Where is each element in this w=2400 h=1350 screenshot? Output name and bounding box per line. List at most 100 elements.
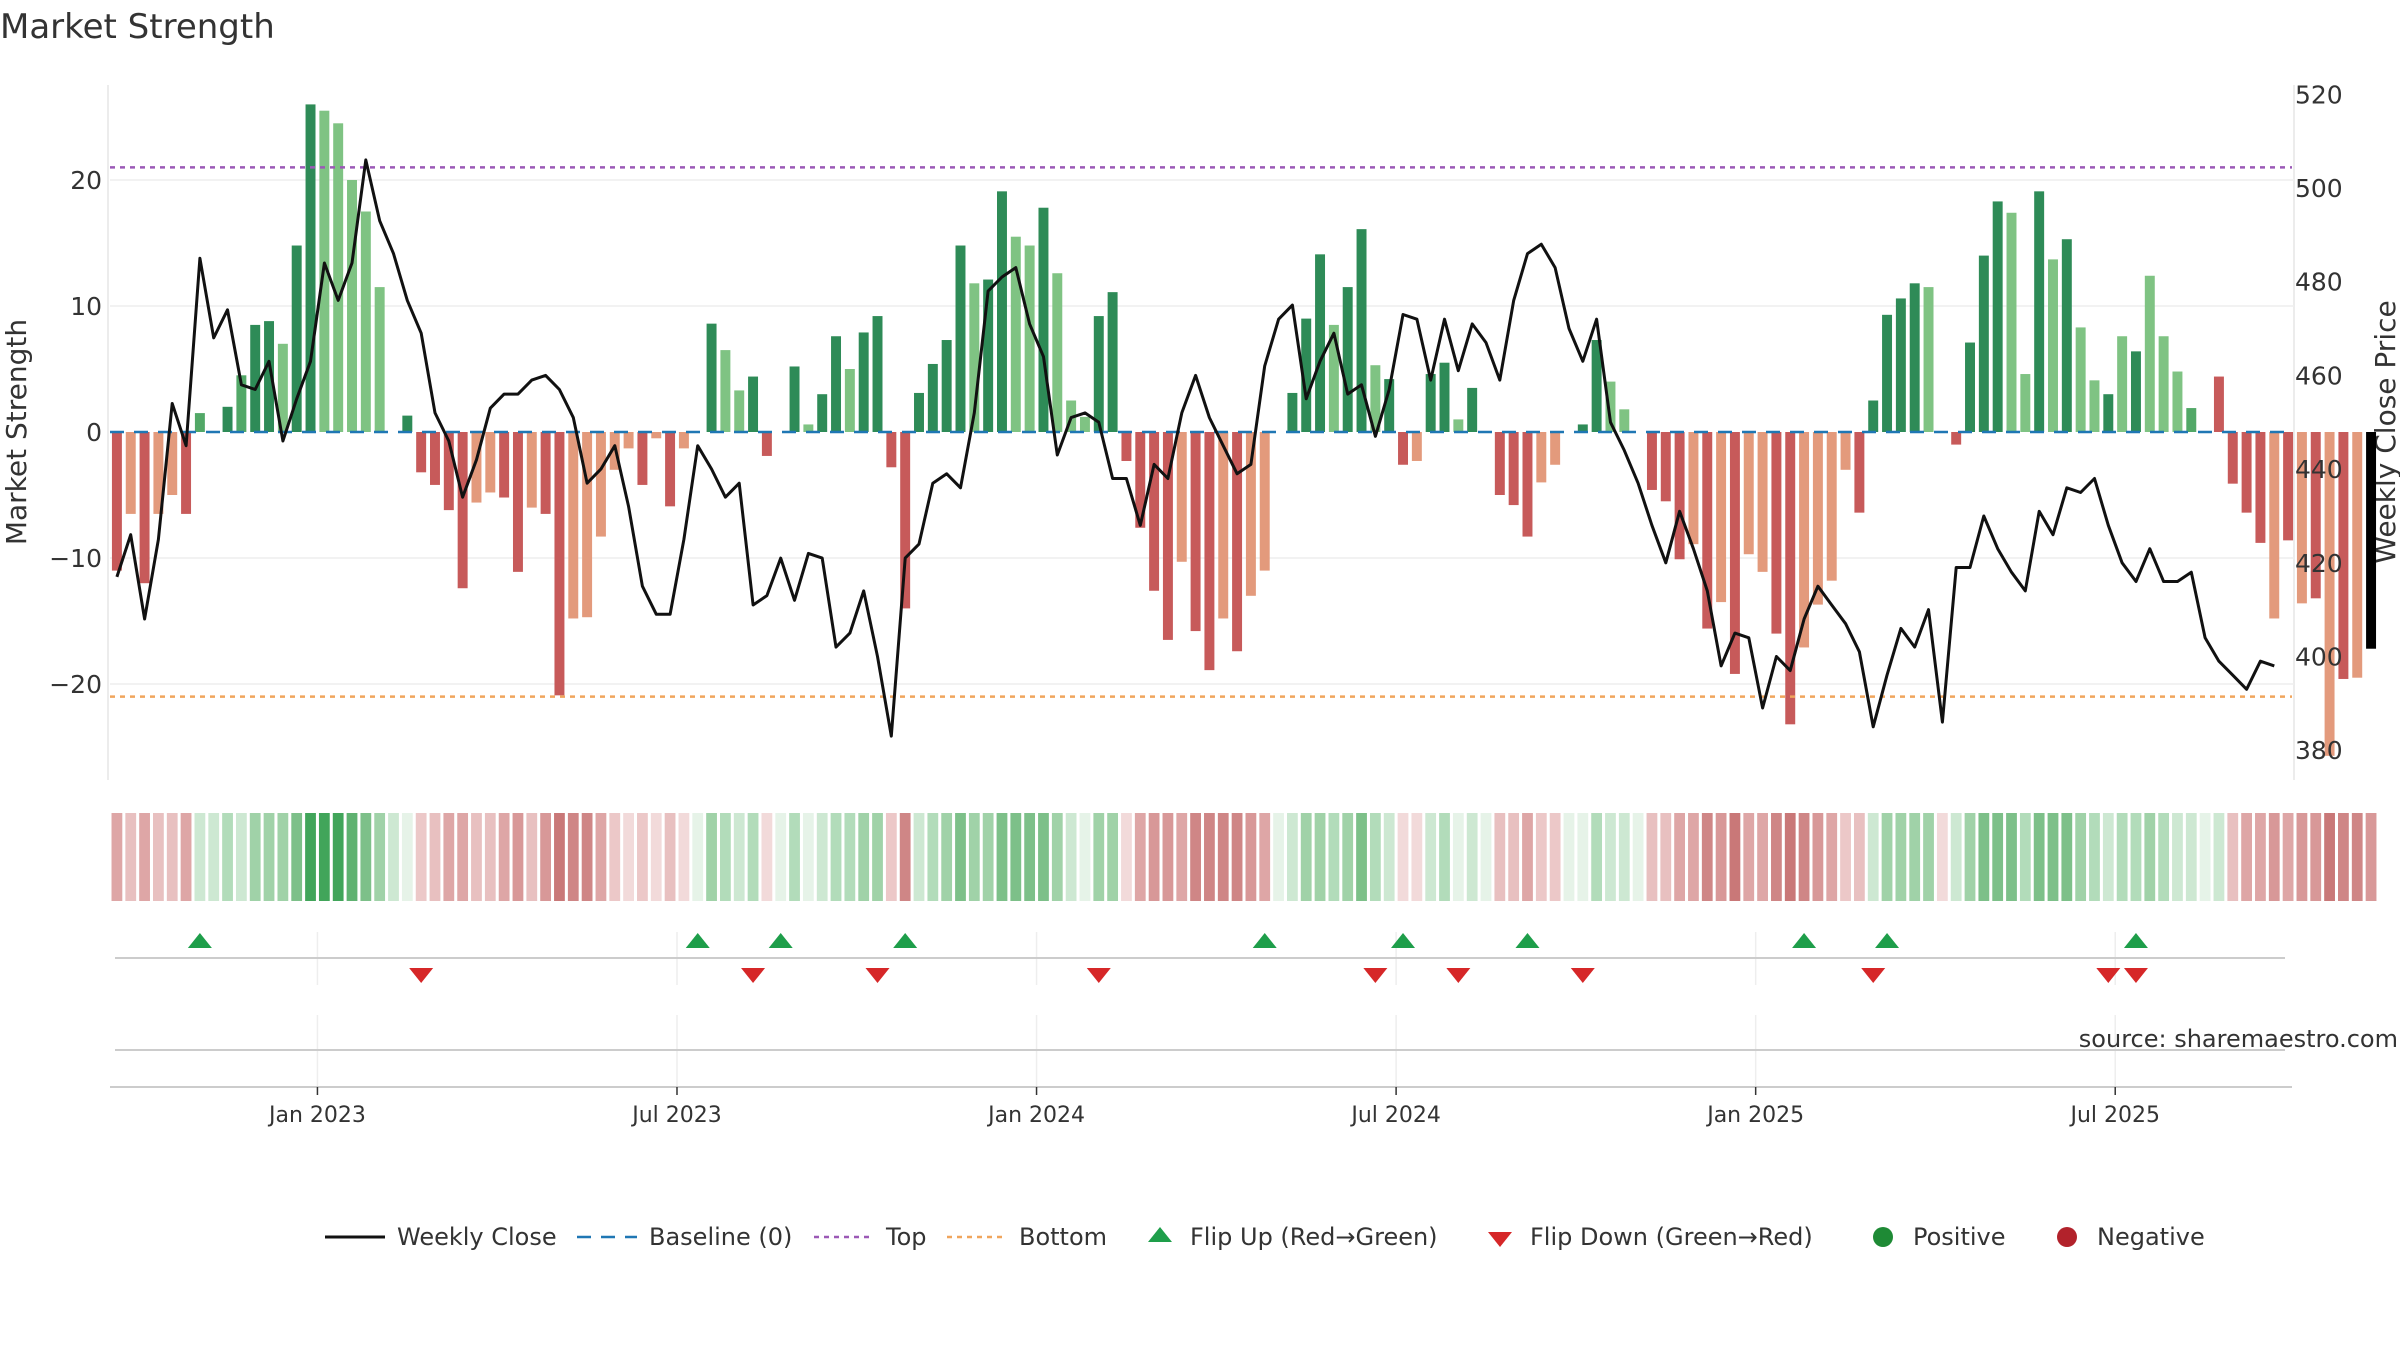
strength-bar	[1024, 245, 1035, 432]
heat-cell	[1867, 813, 1879, 901]
heat-cell	[291, 813, 303, 901]
strength-bar	[2103, 394, 2114, 432]
x-tick-label: Jan 2023	[267, 1103, 366, 1128]
heat-cell	[1577, 813, 1589, 901]
heat-cell	[567, 813, 579, 901]
strength-bar	[1757, 432, 1768, 572]
heat-cell	[222, 813, 233, 901]
strength-bar	[1494, 432, 1505, 495]
heat-cell	[664, 813, 676, 901]
chart-title: Market Strength	[0, 7, 275, 47]
heat-cell	[498, 813, 510, 901]
legend-circle-icon	[2057, 1227, 2077, 1247]
strength-bar	[1038, 207, 1049, 432]
strength-bar	[900, 432, 911, 609]
y-tick-right-label: 380	[2295, 736, 2343, 765]
strength-bar	[1342, 287, 1353, 432]
strength-bar	[2352, 432, 2363, 678]
strength-bar	[1093, 316, 1104, 432]
strength-bar	[1660, 432, 1671, 502]
heat-cell	[388, 813, 399, 901]
heat-cell	[1950, 813, 1962, 901]
strength-bar	[872, 316, 883, 432]
heat-cell	[844, 813, 856, 901]
strength-bar	[623, 432, 634, 449]
heat-cell	[1162, 813, 1174, 901]
strength-bar	[1688, 432, 1699, 545]
heat-cell	[443, 813, 455, 901]
y-tick-left-label: 20	[70, 166, 102, 195]
strength-bar	[1315, 254, 1326, 432]
heat-cell	[1439, 813, 1450, 901]
strength-bar	[1052, 273, 1063, 432]
strength-bar	[291, 245, 302, 432]
y-tick-right-label: 520	[2295, 80, 2343, 109]
heat-cell	[1992, 813, 2004, 901]
strength-bar	[1646, 432, 1657, 490]
strength-bar	[1328, 324, 1339, 432]
strength-bar	[1398, 432, 1409, 465]
heat-cell	[1452, 813, 1464, 901]
flip-down-marker	[2096, 968, 2121, 983]
heat-cell	[277, 813, 289, 901]
heat-cell	[346, 813, 358, 901]
legend-item: Weekly Close	[325, 1223, 557, 1251]
x-axis-ticks: Jan 2023 Jul 2023 Jan 2024 Jul 2024 Jan 2025…	[267, 1087, 2160, 1128]
heat-cell	[1217, 813, 1229, 901]
heat-cell	[2033, 813, 2045, 901]
heat-cell	[2365, 813, 2377, 901]
heat-cell	[2116, 813, 2128, 901]
flip-up-marker	[1252, 933, 1277, 948]
y-tick-right-label: 400	[2295, 643, 2343, 672]
heat-cell	[1964, 813, 1976, 901]
heat-cell	[2227, 813, 2239, 901]
strength-bar	[2158, 336, 2169, 432]
heat-cell	[1646, 813, 1658, 901]
heat-cell	[1729, 813, 1741, 901]
strength-bar	[1508, 432, 1519, 506]
strength-bar	[1121, 432, 1132, 461]
legend-item: Baseline (0)	[577, 1223, 792, 1251]
heat-cell	[1936, 813, 1948, 901]
strength-bar	[1674, 432, 1685, 560]
strength-bar	[277, 343, 288, 432]
heat-cell	[332, 813, 344, 901]
strength-bar	[2117, 336, 2128, 432]
heat-cell	[1909, 813, 1921, 901]
strength-bar	[706, 323, 717, 432]
heat-cell	[2199, 813, 2211, 901]
strength-bar	[941, 340, 952, 432]
strength-bar	[2366, 432, 2377, 649]
heat-cell	[471, 813, 482, 901]
y-tick-right-label: 480	[2295, 268, 2343, 297]
heat-cell	[1065, 813, 1077, 901]
heat-cell	[2213, 813, 2225, 901]
heat-cell	[1286, 813, 1298, 901]
strength-bar	[1356, 229, 1367, 432]
heat-cell	[1397, 813, 1409, 901]
y-ticks-left: 20 10 0 −10 −20	[49, 166, 102, 699]
legend-item: Bottom	[947, 1223, 1107, 1251]
legend-label: Top	[885, 1223, 927, 1251]
y-tick-right-label: 460	[2295, 361, 2343, 390]
strength-bar	[125, 432, 136, 514]
strength-bar	[1771, 432, 1782, 634]
legend: Weekly Close Baseline (0) Top Bottom Flip Up…	[325, 1223, 2205, 1251]
heat-cell	[1176, 813, 1188, 901]
flip-up-marker	[187, 933, 212, 948]
strength-bar	[817, 394, 828, 432]
strength-bar	[595, 432, 606, 537]
strength-bar	[1218, 432, 1229, 619]
heat-cell	[789, 813, 800, 901]
legend-label: Positive	[1913, 1223, 2006, 1251]
strength-bar	[1259, 432, 1270, 571]
strength-bar	[139, 432, 150, 584]
heat-cell	[208, 813, 220, 901]
heat-cell	[1425, 813, 1437, 901]
heat-cell	[2075, 813, 2087, 901]
heat-cell	[526, 813, 538, 901]
heat-cell	[1314, 813, 1326, 901]
heat-cell	[1508, 813, 1520, 901]
heat-cell	[235, 813, 247, 901]
